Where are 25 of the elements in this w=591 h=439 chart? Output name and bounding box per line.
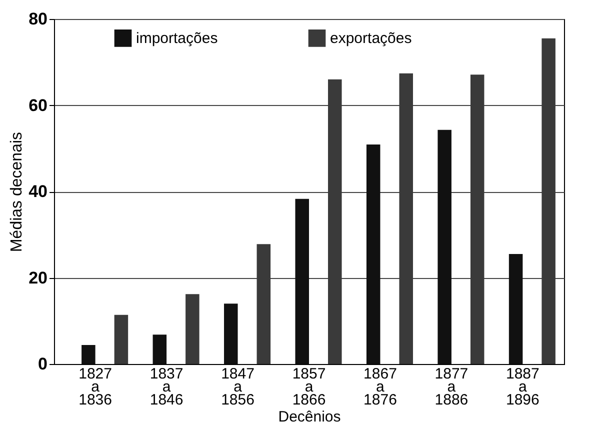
x-tick-label: 1847 a 1856 <box>221 366 254 408</box>
bar <box>224 304 238 364</box>
x-tick-label: 1827 a 1836 <box>78 366 112 408</box>
bar <box>508 254 523 364</box>
x-tick-label: 1877 a 1886 <box>434 366 468 408</box>
legend-label: importações <box>136 30 218 48</box>
x-axis-title: Decênios <box>278 408 341 426</box>
bar <box>186 294 200 364</box>
y-axis-title: Médias decenais <box>8 132 26 252</box>
bar <box>438 130 452 364</box>
bar <box>82 345 96 364</box>
x-tick-label: 1837 a 1846 <box>150 366 184 408</box>
y-tick-label: 20 <box>28 268 48 288</box>
bar <box>114 314 128 364</box>
y-tick-label: 40 <box>28 182 48 201</box>
x-tick-label: 1867 a 1876 <box>364 366 397 408</box>
bar <box>366 144 380 364</box>
bar <box>152 334 167 364</box>
y-tick-label: 0 <box>38 354 48 374</box>
bar <box>295 198 309 364</box>
y-tick-label: 60 <box>28 96 48 115</box>
x-tick-label: 1887 a 1896 <box>506 366 540 408</box>
x-tick-label: 1857 a 1866 <box>292 366 326 408</box>
y-tick-label: 80 <box>28 10 48 28</box>
legend-label: exportações <box>330 30 412 48</box>
